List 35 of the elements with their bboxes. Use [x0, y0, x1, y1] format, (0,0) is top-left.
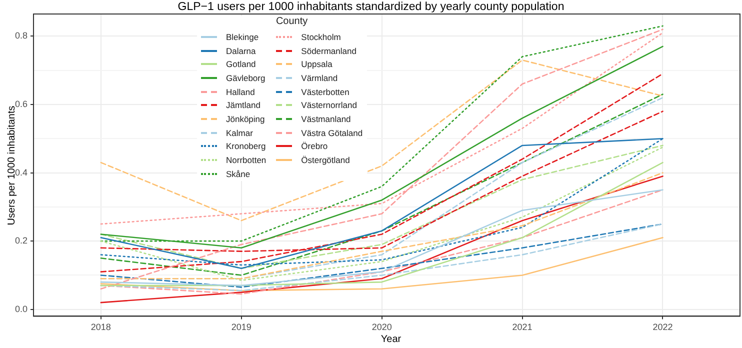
- legend-label: Jämtland: [226, 100, 260, 110]
- legend-label: Norrbotten: [226, 155, 266, 166]
- legend-label: Jönköping: [226, 114, 265, 124]
- x-tick-label: 2018: [90, 322, 111, 332]
- x-tick-label: 2022: [652, 322, 673, 332]
- legend-title: County: [274, 16, 309, 27]
- legend-label: Kronoberg: [226, 141, 266, 152]
- y-tick-label: 0.0: [14, 304, 28, 314]
- legend-label: Västra Götaland: [301, 128, 363, 138]
- legend-label: Uppsala: [301, 59, 332, 70]
- y-tick-label: 0.6: [14, 98, 28, 109]
- legend-label: Gävleborg: [226, 72, 266, 83]
- legend-label: Dalarna: [226, 46, 256, 56]
- legend-label: Gotland: [226, 59, 256, 70]
- legend-label: Skåne: [226, 168, 250, 179]
- legend-label: Västmanland: [301, 114, 351, 124]
- legend-label: Stockholm: [301, 32, 341, 42]
- legend-label: Östergötland: [301, 155, 350, 166]
- legend-label: Halland: [226, 86, 255, 97]
- x-tick-label: 2019: [231, 322, 252, 332]
- chart-title: GLP−1 users per 1000 inhabitants standardized by yearly county population: [176, 1, 566, 13]
- x-axis-title: Year: [380, 334, 402, 345]
- line-series: [100, 59, 664, 222]
- y-tick-label: 0.8: [14, 30, 28, 41]
- legend-label: Blekinge: [226, 32, 259, 42]
- legend-label: Örebro: [301, 141, 328, 152]
- x-tick-label: 2020: [372, 322, 392, 332]
- x-tick-label: 2021: [512, 322, 532, 332]
- legend-label: Södermanland: [301, 46, 356, 56]
- legend-label: Västerbotten: [301, 86, 350, 97]
- y-tick-label: 0.2: [14, 236, 28, 246]
- y-tick-label: 0.4: [14, 167, 28, 178]
- legend-label: Värmland: [301, 72, 338, 83]
- legend-label: Västernorrland: [301, 100, 357, 110]
- legend-label: Kalmar: [226, 128, 253, 138]
